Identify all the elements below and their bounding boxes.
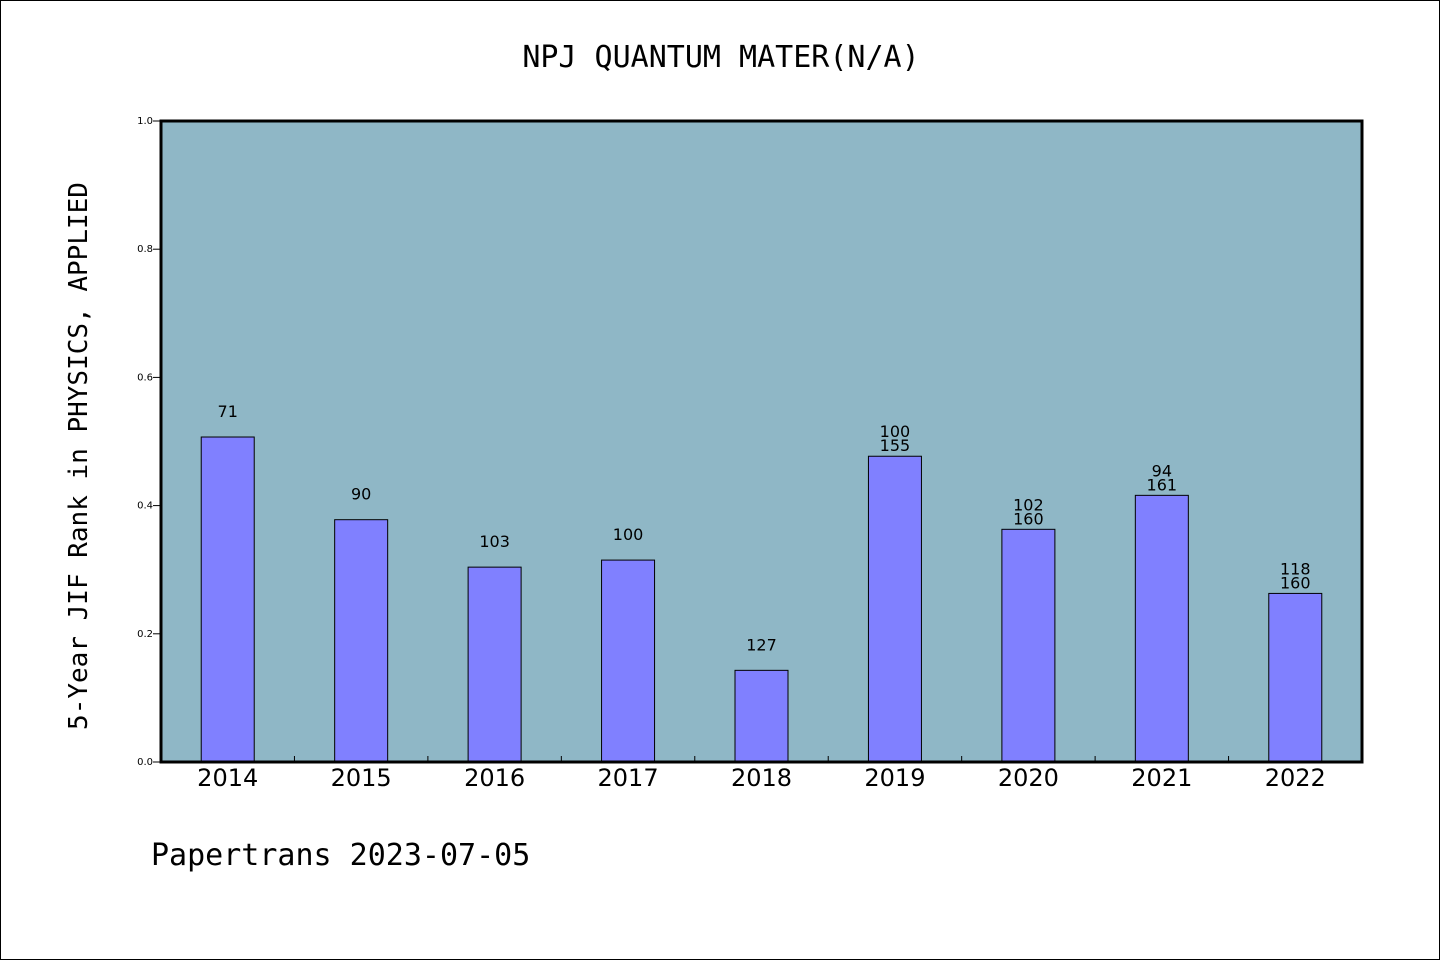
bar-label-2022-2: 160 [1280,573,1311,592]
bar-2018 [734,669,789,763]
y-tick-label-0.4: 0.4 [137,501,153,512]
bar-2020 [1001,528,1056,763]
bar-label-2020-2: 160 [1013,509,1044,528]
bar-label-2018-1: 127 [746,635,777,654]
x-tick-label-2020: 2020 [998,764,1059,792]
y-axis-label: 5-Year JIF Rank in PHYSICS, APPLIED [64,182,94,730]
bar-2015 [334,519,389,763]
x-tick-label-2014: 2014 [197,764,258,792]
bar-label-2022-1: 118 [1280,559,1311,578]
bar-2017 [601,559,656,763]
bar-2016 [467,566,522,763]
y-tick-label-0.8: 0.8 [137,244,153,255]
bar-2019 [867,455,922,763]
bar-2022 [1268,592,1323,763]
bar-label-2020-1: 102 [1013,495,1044,514]
y-axis: 0.0 0.2 0.4 0.6 0.8 1.0 [137,116,161,768]
x-axis: 2014 2015 2016 2017 2018 2019 2020 2021 2022 [197,756,1326,792]
x-tick-label-2022: 2022 [1265,764,1326,792]
x-tick-label-2015: 2015 [331,764,392,792]
x-tick-label-2017: 2017 [598,764,659,792]
bar-label-2019-1: 100 [880,422,911,441]
bar-label-2015-1: 90 [351,485,371,504]
bars [200,436,1323,763]
y-tick-label-0.6: 0.6 [137,372,153,383]
bar-label-2017-1: 100 [613,525,644,544]
bar-label-2019-2: 155 [880,436,911,455]
chart-title: NPJ QUANTUM MATER(N/A) [522,40,919,75]
bar-2014 [200,436,255,763]
bar-2021 [1134,494,1189,763]
x-tick-label-2019: 2019 [864,764,925,792]
y-tick-label-0.2: 0.2 [137,629,153,640]
bar-label-2021-2: 161 [1147,475,1178,494]
bar-label-2021-1: 94 [1152,461,1172,480]
x-tick-label-2016: 2016 [464,764,525,792]
x-tick-label-2021: 2021 [1131,764,1192,792]
bar-label-2014-1: 71 [218,402,238,421]
y-tick-label-0.0: 0.0 [137,757,153,768]
y-tick-label-1.0: 1.0 [137,116,153,127]
x-tick-label-2018: 2018 [731,764,792,792]
footer-text: Papertrans 2023-07-05 [151,838,530,873]
plot-frame [159,119,1364,764]
bar-label-2016-1: 103 [479,532,510,551]
